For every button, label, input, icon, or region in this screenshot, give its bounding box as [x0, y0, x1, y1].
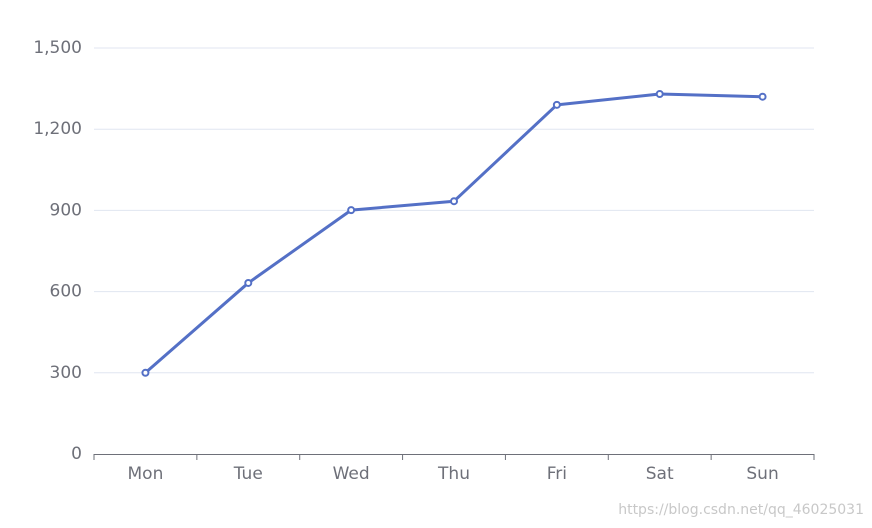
point	[552, 100, 561, 109]
point	[347, 206, 356, 215]
x-tick-label: Fri	[547, 464, 567, 484]
x-tick-label: Thu	[437, 464, 470, 484]
line	[144, 92, 763, 374]
point	[141, 368, 150, 377]
x-tick-label: Tue	[233, 464, 263, 484]
y-tick-label: 300	[50, 363, 82, 383]
point	[655, 90, 664, 99]
y-tick-label: 600	[50, 282, 82, 302]
watermark: https://blog.csdn.net/qq_46025031	[618, 502, 864, 518]
y-tick-label: 1,500	[33, 38, 82, 58]
y-tick-label: 0	[71, 444, 82, 464]
y-tick-label: 1,200	[33, 119, 82, 139]
point	[244, 278, 253, 287]
x-tick-label: Wed	[333, 464, 370, 484]
x-tick-label: Mon	[128, 464, 164, 484]
point	[758, 92, 767, 101]
y-tick-label: 900	[50, 200, 82, 220]
x-tick-label: Sat	[646, 464, 674, 484]
point	[450, 197, 458, 206]
x-tick-label: Sun	[746, 464, 778, 484]
